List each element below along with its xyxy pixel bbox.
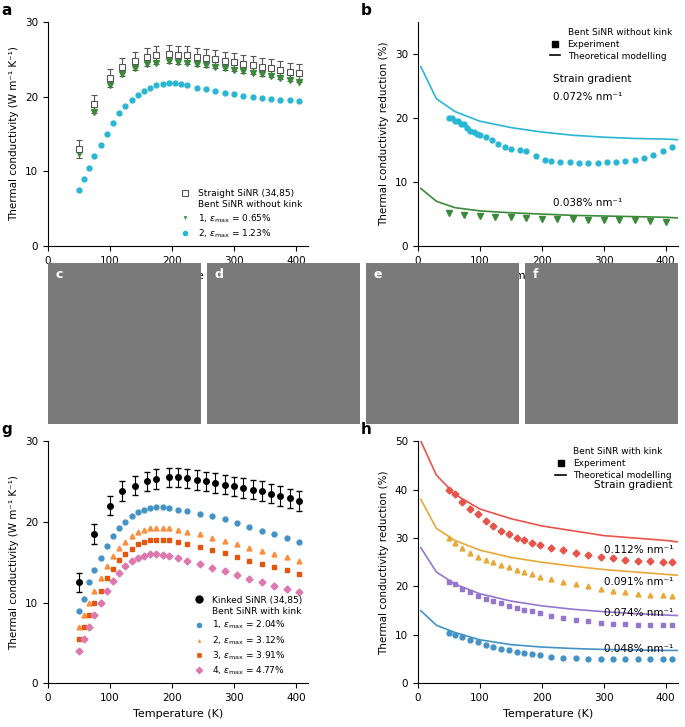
Text: 0.074% nm⁻¹: 0.074% nm⁻¹ <box>603 608 673 618</box>
Legend: Bent SiNR with kink, Experiment, Theoretical modelling: Bent SiNR with kink, Experiment, Theoret… <box>553 446 673 482</box>
Text: 0.091% nm⁻¹: 0.091% nm⁻¹ <box>603 577 673 587</box>
Text: e: e <box>374 268 382 281</box>
Legend: Kinked SiNR (34,85), Bent SiNR with kink, 1, $\varepsilon_{\mathrm{max}}$ = 2.04: Kinked SiNR (34,85), Bent SiNR with kink… <box>192 594 304 679</box>
Y-axis label: Thermal conductivity (W m⁻¹ K⁻¹): Thermal conductivity (W m⁻¹ K⁻¹) <box>10 47 20 222</box>
Y-axis label: Thermal conductivity reduction (%): Thermal conductivity reduction (%) <box>379 41 389 226</box>
Text: 0.048% nm⁻¹: 0.048% nm⁻¹ <box>603 644 673 654</box>
Legend: Bent SiNR without kink, Experiment, Theoretical modelling: Bent SiNR without kink, Experiment, Theo… <box>548 26 673 63</box>
X-axis label: Temperature (K): Temperature (K) <box>503 271 593 281</box>
Text: 0.072% nm⁻¹: 0.072% nm⁻¹ <box>553 92 623 103</box>
Text: 0.038% nm⁻¹: 0.038% nm⁻¹ <box>553 198 623 208</box>
Text: a: a <box>1 3 12 18</box>
Text: 0.112% nm⁻¹: 0.112% nm⁻¹ <box>603 545 673 555</box>
Y-axis label: Thermal conductivity (W m⁻¹ K⁻¹): Thermal conductivity (W m⁻¹ K⁻¹) <box>10 475 20 650</box>
Text: b: b <box>360 3 371 18</box>
X-axis label: Temperature (K): Temperature (K) <box>503 709 593 719</box>
Text: Strain gradient: Strain gradient <box>595 480 673 490</box>
Text: c: c <box>55 268 63 281</box>
Text: g: g <box>1 422 12 437</box>
Text: d: d <box>214 268 223 281</box>
X-axis label: Temperature (K): Temperature (K) <box>133 271 223 281</box>
Legend: Straight SiNR (34,85), Bent SiNR without kink, 1, $\varepsilon_{\mathrm{max}}$ =: Straight SiNR (34,85), Bent SiNR without… <box>178 187 304 241</box>
Y-axis label: Thermal conductivity reduction (%): Thermal conductivity reduction (%) <box>379 470 389 654</box>
Text: h: h <box>360 422 371 437</box>
Text: f: f <box>533 268 538 281</box>
X-axis label: Temperature (K): Temperature (K) <box>133 709 223 719</box>
Text: Strain gradient: Strain gradient <box>553 74 632 84</box>
